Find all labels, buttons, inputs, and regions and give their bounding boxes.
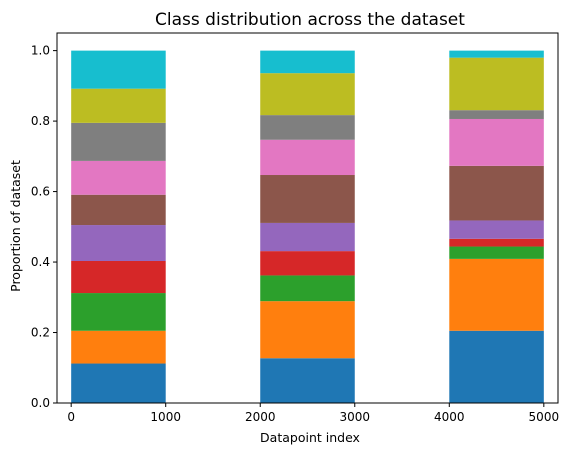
bar-segment-1-3 xyxy=(260,251,355,276)
bar-segment-2-2 xyxy=(449,246,544,259)
bar-segment-2-1 xyxy=(449,258,544,331)
bar-segment-1-6 xyxy=(260,139,355,176)
bar-segment-0-5 xyxy=(71,194,166,226)
bar-segment-0-8 xyxy=(71,88,166,123)
bar-segment-1-1 xyxy=(260,301,355,359)
bar-segment-2-4 xyxy=(449,220,544,239)
x-tick-label-5: 5000 xyxy=(529,410,560,424)
bar-segment-1-7 xyxy=(260,115,355,140)
bar-segment-2-3 xyxy=(449,238,544,247)
y-tick-label-1: 0.2 xyxy=(31,326,50,340)
bar-segment-1-4 xyxy=(260,222,355,252)
x-tick-label-2: 2000 xyxy=(245,410,276,424)
x-axis-label: Datapoint index xyxy=(260,430,360,445)
bar-segment-0-1 xyxy=(71,330,166,364)
bar-segment-0-4 xyxy=(71,225,166,261)
bar-segment-1-2 xyxy=(260,275,355,302)
bar-segment-2-8 xyxy=(449,57,544,111)
plot-frame xyxy=(56,32,559,404)
bar-segment-1-9 xyxy=(260,50,355,74)
bar-segment-2-0 xyxy=(449,330,544,403)
y-tick-label-5: 1.0 xyxy=(31,44,50,58)
bar-segment-0-6 xyxy=(71,160,166,195)
y-tick-label-0: 0.0 xyxy=(31,396,50,410)
bar-stacks xyxy=(71,50,544,403)
x-tick-label-0: 0 xyxy=(67,410,75,424)
y-tick-label-2: 0.4 xyxy=(31,255,50,269)
bar-segment-0-7 xyxy=(71,122,166,161)
bar-segment-2-7 xyxy=(449,110,544,119)
bar-segment-0-3 xyxy=(71,260,166,294)
bar-segment-0-9 xyxy=(71,50,166,89)
axes: 0 1000 2000 3000 4000 5000 0.0 0.2 0.4 0.6 0.8 1.0 xyxy=(31,32,560,424)
bar-segment-0-2 xyxy=(71,293,166,331)
bar-segment-2-6 xyxy=(449,118,544,166)
x-tick-label-1: 1000 xyxy=(150,410,181,424)
y-tick-label-4: 0.8 xyxy=(31,114,50,128)
bar-segment-1-5 xyxy=(260,175,355,223)
bar-segment-0-0 xyxy=(71,363,166,403)
y-tick-label-3: 0.6 xyxy=(31,185,50,199)
x-tick-label-4: 4000 xyxy=(434,410,465,424)
chart-title: Class distribution across the dataset xyxy=(155,10,465,30)
x-tick-label-3: 3000 xyxy=(339,410,370,424)
bar-segment-2-9 xyxy=(449,50,544,58)
bar-segment-1-0 xyxy=(260,358,355,403)
y-axis-label: Proportion of dataset xyxy=(8,160,23,292)
bar-segment-2-5 xyxy=(449,165,544,221)
bar-segment-1-8 xyxy=(260,73,355,116)
